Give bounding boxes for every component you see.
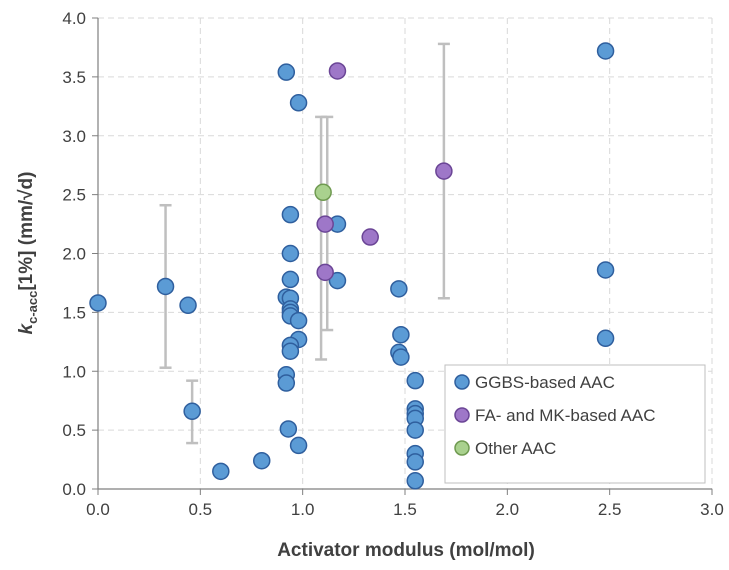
y-axis-title-k: k bbox=[16, 322, 37, 334]
data-point-ggbs bbox=[289, 94, 308, 112]
data-point-ggbs bbox=[596, 261, 615, 279]
x-tick-label: 1.0 bbox=[291, 500, 315, 519]
data-points bbox=[89, 42, 615, 490]
data-point-ggbs bbox=[279, 420, 298, 438]
data-point-ggbs bbox=[281, 342, 300, 360]
y-tick-label: 0.5 bbox=[62, 421, 86, 440]
x-tick-label: 2.0 bbox=[496, 500, 520, 519]
error-bar bbox=[315, 115, 328, 361]
y-tick-label: 1.0 bbox=[62, 362, 86, 381]
legend-label: GGBS-based AAC bbox=[475, 373, 615, 392]
data-point-ggbs bbox=[183, 402, 201, 421]
legend-label: FA- and MK-based AAC bbox=[475, 406, 655, 425]
data-point-ggbs bbox=[390, 280, 408, 298]
y-tick-label: 1.5 bbox=[62, 303, 86, 322]
legend-box bbox=[444, 364, 706, 484]
data-point-ggbs bbox=[406, 371, 424, 390]
y-tick-label: 2.0 bbox=[62, 245, 86, 264]
data-point-ggbs bbox=[281, 244, 300, 263]
data-point-ggbs bbox=[596, 42, 615, 60]
data-point-ggbs bbox=[392, 348, 410, 366]
data-point-ggbs bbox=[277, 63, 296, 81]
data-point-other bbox=[314, 183, 332, 202]
data-point-ggbs bbox=[289, 311, 308, 330]
y-axis-title-sub: c-acc bbox=[25, 291, 40, 324]
data-point-ggbs bbox=[277, 374, 296, 392]
data-point-ggbs bbox=[406, 453, 424, 471]
data-point-ggbs bbox=[406, 472, 424, 490]
y-tick-label: 4.0 bbox=[62, 9, 86, 28]
legend-item: FA- and MK-based AAC bbox=[454, 406, 655, 425]
legend-marker bbox=[454, 440, 470, 456]
data-point-fa-mk bbox=[361, 228, 379, 246]
legend-item: GGBS-based AAC bbox=[454, 373, 615, 392]
legend: GGBS-based AAC FA- and MK-based AAC Other … bbox=[444, 364, 706, 484]
x-tick-label: 1.5 bbox=[393, 500, 417, 519]
axes bbox=[92, 17, 713, 495]
legend-label: Other AAC bbox=[475, 439, 556, 458]
data-point-fa-mk bbox=[316, 215, 334, 233]
y-tick-label: 3.0 bbox=[62, 127, 86, 146]
data-point-ggbs bbox=[596, 329, 615, 348]
data-point-ggbs bbox=[156, 277, 175, 296]
data-point-fa-mk bbox=[316, 263, 334, 282]
x-axis-title: Activator modulus (mol/mol) bbox=[277, 540, 535, 561]
y-tick-label: 3.5 bbox=[62, 68, 86, 87]
tick-labels: 0.0 0.5 1.0 1.5 2.0 2.5 3.0 0.0 0.5 1.0 1.5 2.0 2.5 3… bbox=[62, 9, 723, 519]
data-point-fa-mk bbox=[328, 62, 347, 80]
legend-item: Other AAC bbox=[454, 439, 556, 458]
data-point-ggbs bbox=[281, 205, 300, 224]
data-point-ggbs bbox=[289, 436, 308, 455]
x-tick-label: 0.5 bbox=[189, 500, 213, 519]
y-tick-label: 2.5 bbox=[62, 186, 86, 205]
y-tick-label: 0.0 bbox=[62, 480, 86, 499]
data-point-ggbs bbox=[392, 325, 410, 344]
data-point-ggbs bbox=[212, 462, 230, 481]
data-point-ggbs bbox=[281, 270, 300, 289]
data-point-ggbs bbox=[89, 294, 107, 312]
data-point-ggbs bbox=[179, 296, 197, 315]
y-axis-title: kc-acc[1%] (mm/√d) bbox=[16, 172, 40, 335]
data-point-fa-mk bbox=[435, 162, 453, 180]
data-point-ggbs bbox=[328, 271, 347, 290]
y-axis-title-rest: [1%] (mm/√d) bbox=[16, 172, 37, 291]
data-point-ggbs bbox=[252, 451, 271, 470]
legend-marker bbox=[454, 374, 470, 390]
legend-marker bbox=[454, 407, 470, 423]
x-tick-label: 2.5 bbox=[598, 500, 622, 519]
x-tick-label: 3.0 bbox=[700, 500, 724, 519]
data-point-ggbs bbox=[406, 421, 424, 439]
x-tick-label: 0.0 bbox=[86, 500, 110, 519]
